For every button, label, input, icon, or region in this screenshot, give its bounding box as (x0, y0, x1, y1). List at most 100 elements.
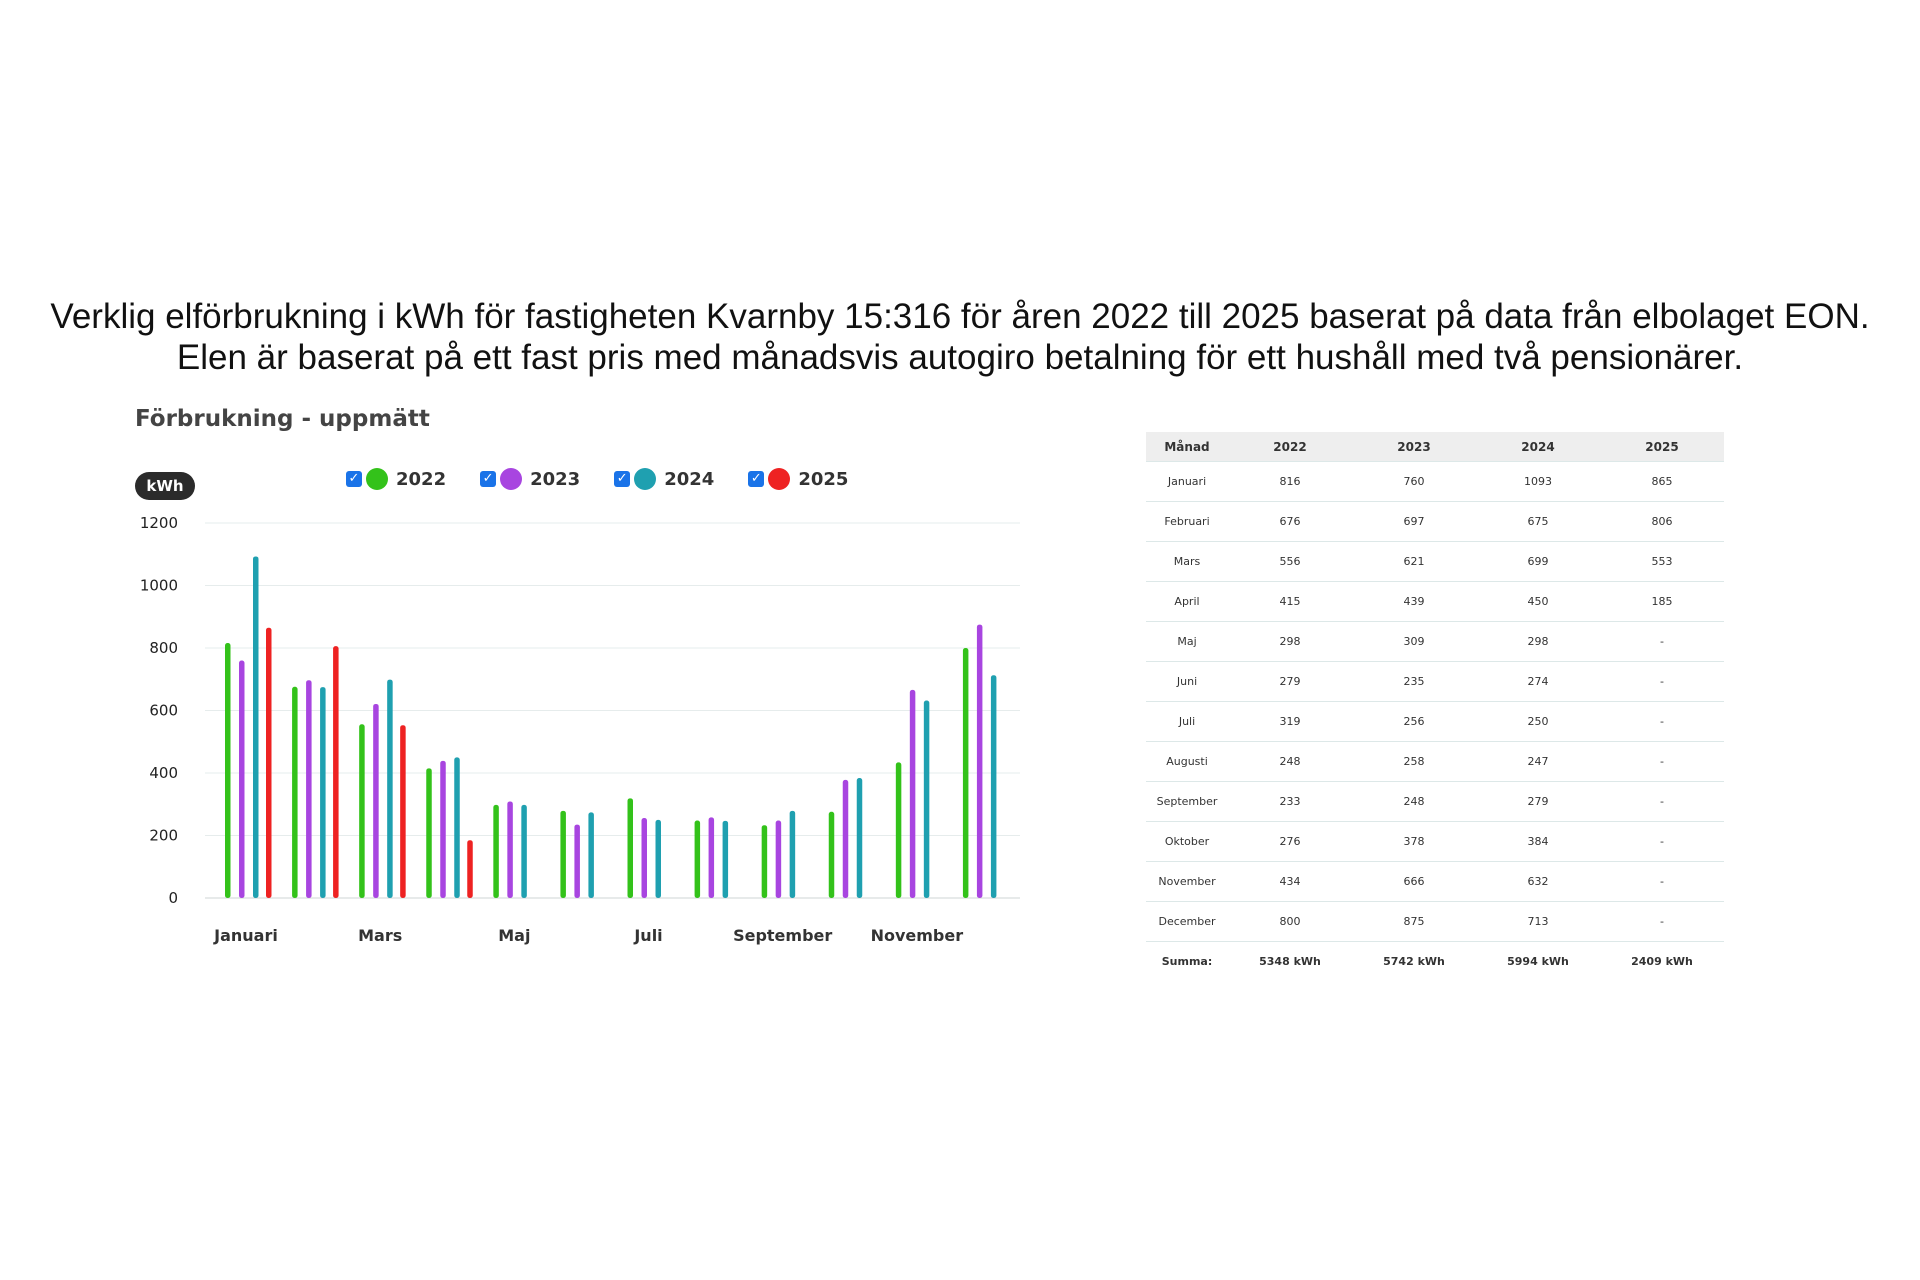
table-cell: 621 (1352, 541, 1476, 582)
table-cell: Summa: (1146, 941, 1228, 981)
table-row: Oktober 276 378 384- (1146, 821, 1724, 862)
chart-title: Förbrukning - uppmätt (135, 406, 430, 432)
table-header-row: Månad 2022 2023 2024 2025 (1146, 432, 1724, 462)
bar (292, 686, 298, 898)
table-row: Juni 279 235 274- (1146, 661, 1724, 702)
checkbox-icon[interactable]: ✓ (480, 471, 497, 487)
bar (373, 703, 379, 898)
headline-line-2: Elen är baserat på ett fast pris med mån… (176, 338, 1744, 377)
bar (694, 820, 701, 898)
table-cell: 434 (1228, 861, 1352, 902)
x-tick-label: Juli (633, 926, 662, 945)
table-cell: 233 (1228, 781, 1352, 822)
bar (467, 840, 473, 898)
y-tick-label: 1200 (140, 514, 178, 532)
table-cell: 697 (1352, 501, 1476, 542)
table-row: September 233 248 279- (1146, 781, 1724, 822)
legend-item-2022[interactable]: ✓ 2022 (346, 468, 446, 490)
bar (761, 825, 768, 898)
legend-item-2025[interactable]: ✓ 2025 (748, 468, 848, 490)
bar (521, 804, 527, 898)
x-tick-label: Maj (498, 926, 530, 945)
page-headline: Verklig elförbrukning i kWh för fastighe… (0, 296, 1920, 378)
table-cell: - (1600, 861, 1724, 902)
table-cell: 450 (1476, 581, 1600, 622)
table-cell: - (1600, 781, 1724, 822)
bar (722, 820, 729, 898)
bar (641, 818, 647, 898)
table-cell: - (1600, 821, 1724, 862)
table-cell: November (1146, 861, 1228, 902)
table-cell: 250 (1476, 701, 1600, 742)
table-cell: 248 (1352, 781, 1476, 822)
bar (507, 801, 513, 898)
table-cell: 675 (1476, 501, 1600, 542)
table-cell: 632 (1476, 861, 1600, 902)
table-cell: 699 (1476, 541, 1600, 582)
table-cell: April (1146, 581, 1228, 622)
y-tick-label: 0 (168, 889, 178, 907)
table-row: April 415 439 450 185 (1146, 581, 1724, 622)
chart-legend: ✓ 2022 ✓ 2023 ✓ 2024 ✓ 2025 (346, 464, 848, 494)
legend-item-2023[interactable]: ✓ 2023 (480, 468, 580, 490)
table-header: Månad 2022 2023 2024 2025 (1146, 432, 1724, 462)
table-cell: 713 (1476, 901, 1600, 942)
bar (655, 819, 661, 898)
table-cell: - (1600, 701, 1724, 742)
bar (627, 798, 633, 898)
table-cell: 5742 kWh (1352, 941, 1476, 981)
bar (440, 760, 446, 898)
bar (560, 810, 566, 898)
bar (842, 779, 849, 898)
table-cell: Oktober (1146, 821, 1228, 862)
table-row: Februari 676 697 675 806 (1146, 501, 1724, 542)
table-cell: December (1146, 901, 1228, 942)
summary-row: Summa: 5348 kWh 5742 kWh 5994 kWh 2409 kWh (1146, 941, 1724, 981)
bar (387, 679, 393, 898)
table-cell: 298 (1476, 621, 1600, 662)
table-cell: 247 (1476, 741, 1600, 782)
bar (400, 725, 406, 898)
table-cell: 1093 (1476, 461, 1600, 502)
legend-item-2024[interactable]: ✓ 2024 (614, 468, 714, 490)
checkbox-icon[interactable]: ✓ (614, 471, 631, 487)
table-cell: Augusti (1146, 741, 1228, 782)
table-cell: 760 (1352, 461, 1476, 502)
checkbox-icon[interactable]: ✓ (346, 471, 362, 487)
x-tick-label: September (733, 926, 832, 945)
column-header: 2022 (1228, 432, 1352, 462)
table-row: December 800 875 713- (1146, 901, 1724, 942)
legend-label: 2023 (530, 468, 581, 490)
table-cell: Januari (1146, 461, 1228, 502)
table-cell: 5348 kWh (1228, 941, 1352, 981)
bar (708, 817, 715, 898)
bar (225, 643, 231, 898)
checkbox-icon[interactable]: ✓ (748, 471, 765, 487)
table-row: Juli 319 256 250- (1146, 701, 1724, 742)
bar (828, 811, 835, 898)
table-cell: 806 (1600, 501, 1724, 542)
bar (306, 680, 312, 898)
table-cell: 553 (1600, 541, 1724, 582)
table-cell: 258 (1352, 741, 1476, 782)
table-cell: 875 (1352, 901, 1476, 942)
bar (588, 812, 594, 898)
bar (493, 804, 499, 898)
table-cell: Juni (1146, 661, 1228, 702)
bar (333, 646, 339, 898)
bar (909, 689, 916, 898)
table-cell: 279 (1228, 661, 1352, 702)
legend-label: 2022 (396, 468, 447, 490)
y-tick-label: 800 (149, 639, 178, 657)
bar (359, 724, 365, 898)
bar (574, 824, 580, 898)
table-body: Januari 816 760 1093 865 Februari 676 697 675 806… (1146, 461, 1724, 981)
column-header: Månad (1146, 432, 1228, 462)
y-unit-badge: kWh (135, 472, 195, 500)
bar (976, 624, 983, 898)
table-cell: - (1600, 621, 1724, 662)
table-cell: 666 (1352, 861, 1476, 902)
table-cell: 256 (1352, 701, 1476, 742)
table-row: Mars 556 621 699 553 (1146, 541, 1724, 582)
